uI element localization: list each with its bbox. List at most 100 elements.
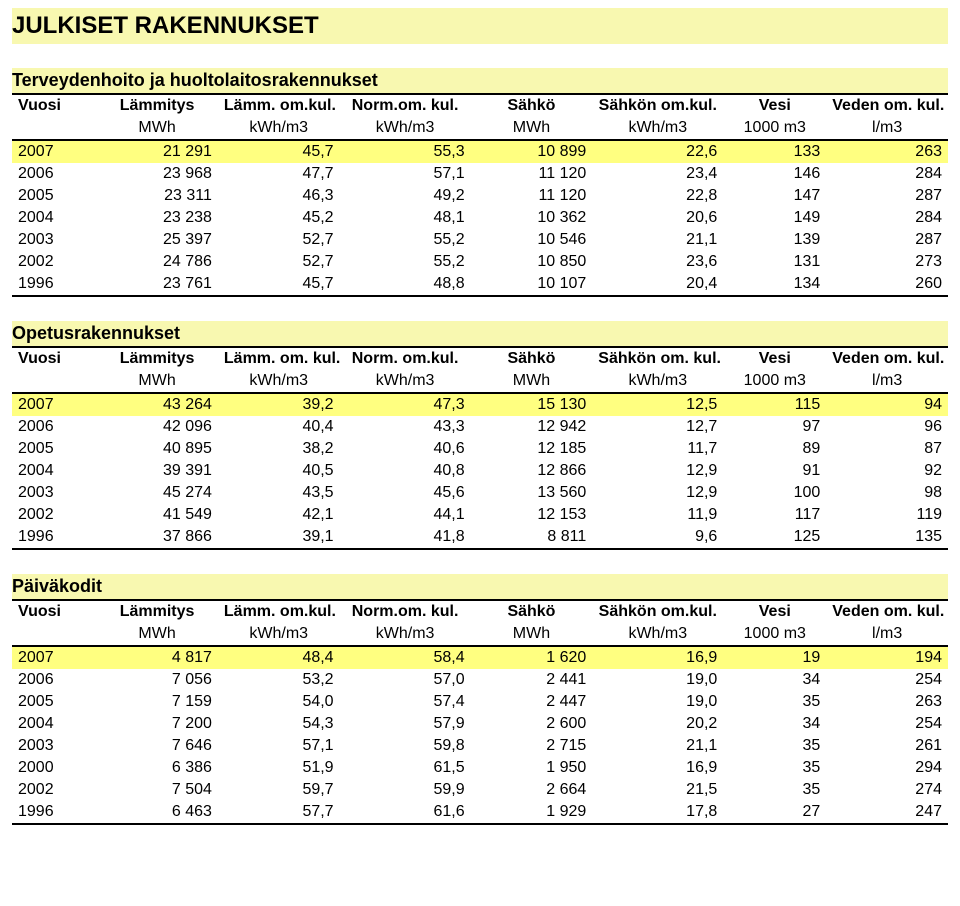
section-heading: Opetusrakennukset [12, 321, 948, 346]
value-cell: 2 664 [471, 779, 593, 801]
table-row: 20027 50459,759,92 66421,535274 [12, 779, 948, 801]
column-header: Norm.om. kul. [340, 600, 471, 623]
value-cell: 98 [826, 482, 948, 504]
column-header: Norm. om.kul. [340, 347, 471, 370]
table-row: 200224 78652,755,210 85023,6131273 [12, 251, 948, 273]
value-cell: 42,1 [218, 504, 340, 526]
table-row: 20006 38651,961,51 95016,935294 [12, 757, 948, 779]
data-table: VuosiLämmitysLämm. om. kul.Norm. om.kul.… [12, 346, 948, 550]
value-cell: 13 560 [471, 482, 593, 504]
value-cell: 45,6 [340, 482, 471, 504]
value-cell: 61,6 [340, 801, 471, 824]
value-cell: 8 811 [471, 526, 593, 549]
section-heading: Päiväkodit [12, 574, 948, 599]
year-cell: 2004 [12, 713, 96, 735]
data-table: VuosiLämmitysLämm. om.kul.Norm.om. kul.S… [12, 93, 948, 297]
value-cell: 16,9 [592, 646, 723, 669]
year-cell: 2004 [12, 460, 96, 482]
value-cell: 52,7 [218, 251, 340, 273]
table-row: 200325 39752,755,210 54621,1139287 [12, 229, 948, 251]
value-cell: 38,2 [218, 438, 340, 460]
value-cell: 194 [826, 646, 948, 669]
value-cell: 41,8 [340, 526, 471, 549]
value-cell: 92 [826, 460, 948, 482]
value-cell: 55,2 [340, 229, 471, 251]
value-cell: 12 866 [471, 460, 593, 482]
value-cell: 119 [826, 504, 948, 526]
value-cell: 287 [826, 229, 948, 251]
column-header: Sähkön om. kul. [592, 347, 723, 370]
value-cell: 115 [723, 393, 826, 416]
column-header: Veden om. kul. [826, 347, 948, 370]
column-header: Vuosi [12, 94, 96, 117]
value-cell: 43,5 [218, 482, 340, 504]
column-unit: kWh/m3 [592, 623, 723, 646]
value-cell: 9,6 [592, 526, 723, 549]
column-unit: MWh [96, 117, 218, 140]
value-cell: 254 [826, 669, 948, 691]
column-unit: kWh/m3 [592, 117, 723, 140]
value-cell: 39 391 [96, 460, 218, 482]
value-cell: 10 899 [471, 140, 593, 163]
value-cell: 57,0 [340, 669, 471, 691]
column-unit: kWh/m3 [340, 623, 471, 646]
value-cell: 287 [826, 185, 948, 207]
table-row: 20057 15954,057,42 44719,035263 [12, 691, 948, 713]
value-cell: 55,2 [340, 251, 471, 273]
value-cell: 21 291 [96, 140, 218, 163]
value-cell: 7 056 [96, 669, 218, 691]
value-cell: 40,8 [340, 460, 471, 482]
column-unit: l/m3 [826, 117, 948, 140]
column-unit: kWh/m3 [218, 370, 340, 393]
value-cell: 7 504 [96, 779, 218, 801]
year-cell: 2005 [12, 691, 96, 713]
value-cell: 20,4 [592, 273, 723, 296]
value-cell: 39,2 [218, 393, 340, 416]
value-cell: 12,9 [592, 460, 723, 482]
value-cell: 7 159 [96, 691, 218, 713]
value-cell: 40,5 [218, 460, 340, 482]
value-cell: 35 [723, 779, 826, 801]
column-header: Vesi [723, 347, 826, 370]
value-cell: 34 [723, 713, 826, 735]
value-cell: 57,7 [218, 801, 340, 824]
year-cell: 2002 [12, 779, 96, 801]
column-header: Sähkö [471, 600, 593, 623]
column-header: Lämmitys [96, 600, 218, 623]
value-cell: 48,1 [340, 207, 471, 229]
value-cell: 22,6 [592, 140, 723, 163]
value-cell: 6 463 [96, 801, 218, 824]
column-unit: kWh/m3 [592, 370, 723, 393]
value-cell: 10 107 [471, 273, 593, 296]
value-cell: 11 120 [471, 163, 593, 185]
value-cell: 12,7 [592, 416, 723, 438]
value-cell: 27 [723, 801, 826, 824]
table-row: 20047 20054,357,92 60020,234254 [12, 713, 948, 735]
year-cell: 2003 [12, 482, 96, 504]
value-cell: 247 [826, 801, 948, 824]
value-cell: 131 [723, 251, 826, 273]
column-unit [12, 623, 96, 646]
value-cell: 59,9 [340, 779, 471, 801]
value-cell: 45,7 [218, 273, 340, 296]
value-cell: 55,3 [340, 140, 471, 163]
value-cell: 10 546 [471, 229, 593, 251]
value-cell: 37 866 [96, 526, 218, 549]
value-cell: 7 200 [96, 713, 218, 735]
value-cell: 2 441 [471, 669, 593, 691]
value-cell: 41 549 [96, 504, 218, 526]
year-cell: 2004 [12, 207, 96, 229]
value-cell: 59,7 [218, 779, 340, 801]
value-cell: 49,2 [340, 185, 471, 207]
column-header: Vesi [723, 600, 826, 623]
value-cell: 22,8 [592, 185, 723, 207]
value-cell: 40,4 [218, 416, 340, 438]
column-unit: 1000 m3 [723, 623, 826, 646]
column-header: Vesi [723, 94, 826, 117]
value-cell: 54,3 [218, 713, 340, 735]
value-cell: 97 [723, 416, 826, 438]
value-cell: 146 [723, 163, 826, 185]
value-cell: 10 850 [471, 251, 593, 273]
value-cell: 21,5 [592, 779, 723, 801]
value-cell: 1 620 [471, 646, 593, 669]
